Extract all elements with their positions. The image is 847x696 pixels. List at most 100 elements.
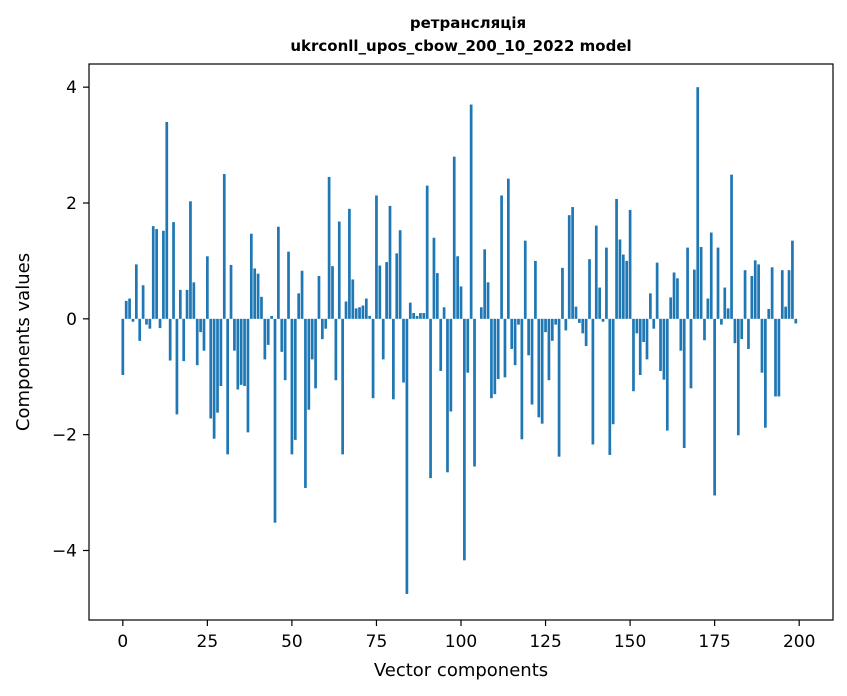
bar: [733, 318, 737, 344]
bar: [473, 318, 476, 467]
bar: [530, 318, 534, 405]
bar: [233, 318, 236, 351]
bar: [280, 318, 284, 352]
bar: [327, 176, 331, 319]
bar: [676, 278, 679, 319]
bar: [574, 306, 578, 319]
bar: [128, 298, 131, 319]
bar: [206, 256, 209, 319]
bar: [794, 318, 798, 324]
bar: [121, 318, 125, 376]
bar: [760, 318, 764, 373]
y-tick-label: 4: [66, 78, 77, 98]
bar: [317, 275, 321, 319]
bar: [385, 262, 388, 319]
bar: [182, 318, 186, 362]
bar: [381, 318, 385, 360]
bar: [547, 318, 551, 381]
bar: [757, 264, 760, 319]
bar: [459, 286, 463, 319]
bar: [632, 318, 635, 392]
bar: [642, 318, 645, 342]
bar: [598, 287, 602, 319]
bar: [645, 318, 649, 360]
bar: [415, 315, 419, 319]
bar: [635, 318, 639, 334]
bar: [517, 318, 520, 325]
bar: [550, 318, 554, 341]
bar: [331, 266, 334, 319]
bar: [131, 318, 135, 322]
bar: [672, 272, 676, 319]
bar: [696, 87, 700, 319]
bar: [787, 270, 791, 319]
bar: [287, 251, 290, 319]
bar: [432, 237, 436, 319]
bar: [297, 293, 301, 319]
bar: [449, 318, 453, 412]
bar: [503, 318, 507, 378]
y-tick-label: −4: [52, 542, 77, 562]
plot-frame: [88, 63, 834, 621]
bar: [774, 318, 777, 397]
bar: [429, 318, 432, 479]
bar: [425, 185, 429, 319]
bar: [706, 298, 710, 319]
bar: [743, 270, 747, 319]
bar: [605, 247, 608, 319]
bar: [293, 318, 297, 440]
bar: [561, 267, 564, 319]
bar: [165, 121, 169, 319]
bar: [601, 318, 605, 322]
bar: [486, 282, 490, 319]
bar: [263, 318, 267, 360]
bar: [249, 233, 253, 319]
bar: [239, 318, 243, 385]
bar: [703, 318, 706, 341]
bar: [520, 318, 524, 440]
y-tick-label: −2: [52, 426, 77, 446]
bar: [155, 229, 158, 319]
bar: [189, 201, 192, 319]
bar: [655, 262, 659, 319]
bar: [780, 270, 784, 319]
bar: [124, 300, 128, 319]
bar: [686, 247, 689, 319]
x-tick-label: 25: [197, 632, 219, 652]
bar: [791, 240, 794, 319]
bar: [692, 269, 696, 319]
bar: [320, 318, 324, 340]
bar: [226, 318, 230, 455]
bar: [699, 247, 703, 319]
bar: [273, 318, 277, 523]
bar: [192, 282, 196, 319]
bar: [689, 318, 693, 389]
bar: [341, 318, 344, 455]
bar: [209, 318, 213, 419]
bar: [304, 318, 307, 488]
bar: [534, 260, 537, 319]
chart-title-line-1: ретрансляція: [410, 14, 526, 32]
bar: [351, 279, 355, 319]
bar: [358, 307, 361, 319]
x-tick-label: 125: [529, 632, 561, 652]
bar: [307, 318, 311, 410]
bar: [222, 174, 226, 319]
bar: [334, 318, 338, 381]
bar: [300, 270, 304, 319]
bar: [500, 195, 503, 319]
bar: [452, 156, 456, 319]
bar: [442, 307, 446, 319]
bar: [662, 318, 666, 380]
bar: [408, 302, 412, 319]
bar: [375, 195, 378, 319]
bar: [730, 174, 733, 319]
bar: [246, 318, 250, 433]
bar: [388, 205, 392, 319]
bar: [720, 318, 723, 325]
bar: [368, 315, 372, 319]
bar: [310, 318, 314, 360]
bar: [395, 253, 399, 319]
y-tick-label: 2: [66, 194, 77, 214]
